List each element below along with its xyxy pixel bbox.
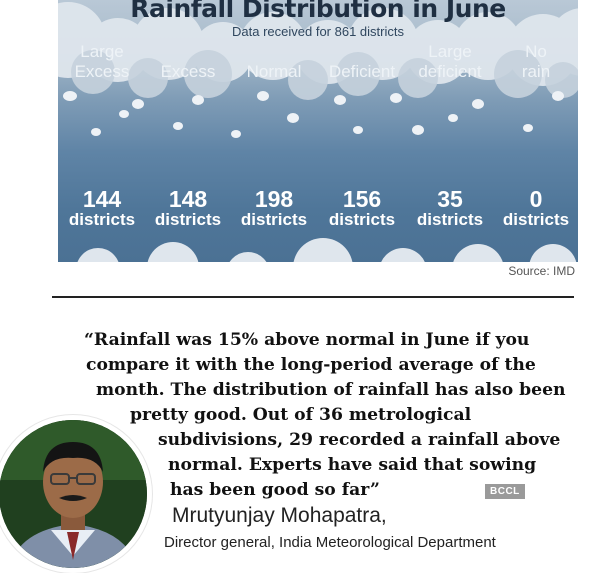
category-label: Large Excess bbox=[74, 42, 130, 81]
category-count: 198 bbox=[254, 186, 294, 212]
infographic-title: Rainfall Distribution in June bbox=[130, 0, 506, 23]
category-unit: districts bbox=[328, 210, 396, 229]
quote-line: compare it with the long-period average … bbox=[86, 355, 536, 375]
quote-line: month. The distribution of rainfall has … bbox=[96, 380, 566, 400]
category-unit: districts bbox=[416, 210, 484, 229]
category-count: 35 bbox=[437, 186, 463, 212]
speaker-photo bbox=[0, 420, 147, 568]
category-unit: districts bbox=[502, 210, 570, 229]
pull-quote: “Rainfall was 15% above normal in June i… bbox=[70, 328, 590, 503]
speaker-photo-frame bbox=[0, 415, 152, 573]
category-row: Large Excess 144 districts Excess 148 di… bbox=[58, 42, 578, 240]
quote-line: “Rainfall was 15% above normal in June i… bbox=[84, 330, 530, 350]
quote-line: has been good so far” bbox=[170, 480, 380, 500]
quote-line: subdivisions, 29 recorded a rainfall abo… bbox=[158, 430, 561, 450]
portrait-illustration bbox=[0, 420, 147, 568]
category-label: Normal bbox=[246, 62, 302, 81]
category-count: 156 bbox=[342, 186, 382, 212]
category-label: No rain bbox=[521, 42, 551, 81]
category-label: Large deficient bbox=[418, 42, 482, 81]
photo-credit-badge: BCCL bbox=[485, 484, 525, 499]
category-count: 0 bbox=[529, 186, 543, 212]
category-count: 144 bbox=[82, 186, 122, 212]
speaker-name: Mrutyunjay Mohapatra, bbox=[172, 504, 387, 527]
category-label: Deficient bbox=[328, 62, 396, 81]
quote-line: normal. Experts have said that sowing bbox=[168, 455, 537, 475]
category-unit: districts bbox=[154, 210, 222, 229]
rain-clouds-illustration bbox=[58, 2, 578, 262]
rainfall-infographic: Rainfall Distribution in June Data recei… bbox=[58, 0, 578, 262]
category-count: 148 bbox=[168, 186, 208, 212]
category-label: Excess bbox=[160, 62, 216, 81]
infographic-subtitle: Data received for 861 districts bbox=[232, 24, 404, 39]
quote-line: pretty good. Out of 36 metrological bbox=[130, 405, 472, 425]
divider bbox=[52, 296, 574, 298]
category-unit: districts bbox=[68, 210, 136, 229]
source-note: Source: IMD bbox=[508, 264, 575, 278]
speaker-role: Director general, India Meteorological D… bbox=[164, 534, 496, 551]
category-unit: districts bbox=[240, 210, 308, 229]
